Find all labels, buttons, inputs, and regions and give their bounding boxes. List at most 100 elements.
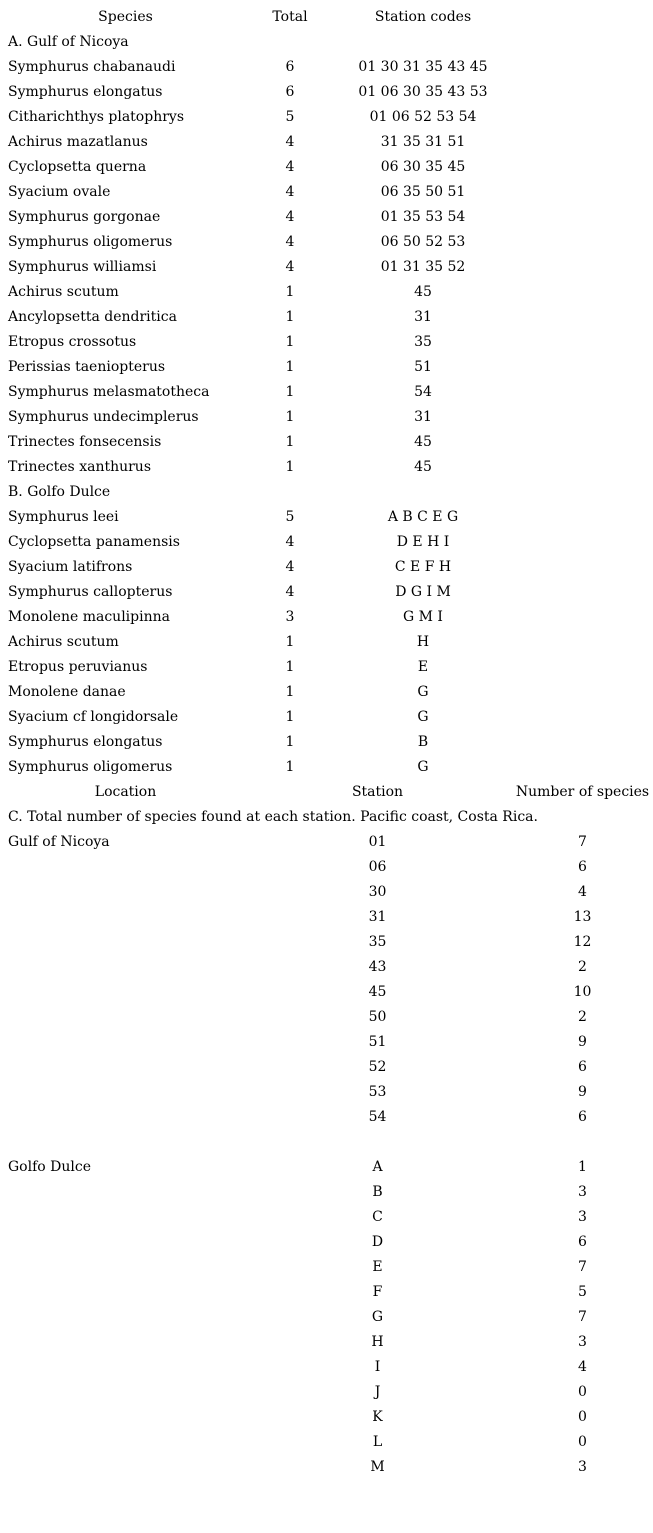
species-total: 1 bbox=[285, 434, 295, 450]
station-code: L bbox=[372, 1434, 383, 1450]
species-station-codes: 06 50 52 53 bbox=[380, 234, 466, 250]
species-station-codes: C E F H bbox=[394, 559, 452, 575]
species-total: 5 bbox=[285, 509, 295, 525]
species-count: 2 bbox=[578, 959, 587, 975]
species-name: Citharichthys platophrys bbox=[8, 109, 184, 125]
spacer-row bbox=[0, 1130, 653, 1155]
species-count: 0 bbox=[578, 1384, 587, 1400]
station-row: 50 2 bbox=[0, 1005, 653, 1030]
section-title-row: B. Golfo Dulce bbox=[0, 480, 653, 505]
species-station-codes: G bbox=[417, 684, 429, 700]
species-name: Monolene danae bbox=[8, 684, 126, 700]
species-row: Symphurus oligomerus 4 06 50 52 53 bbox=[0, 230, 653, 255]
station-code: F bbox=[372, 1284, 383, 1300]
total-column-header: Total bbox=[272, 9, 308, 25]
species-station-codes: 54 bbox=[414, 384, 432, 400]
species-count: 4 bbox=[578, 884, 587, 900]
species-count: 3 bbox=[578, 1209, 587, 1225]
species-row: Trinectes fonsecensis 1 45 bbox=[0, 430, 653, 455]
species-station-codes: 01 35 53 54 bbox=[380, 209, 466, 225]
station-code: 45 bbox=[368, 984, 387, 1000]
species-count: 12 bbox=[573, 934, 592, 950]
species-row: Symphurus williamsi 4 01 31 35 52 bbox=[0, 255, 653, 280]
species-count: 13 bbox=[573, 909, 592, 925]
station-code: 30 bbox=[368, 884, 387, 900]
species-name: Symphurus oligomerus bbox=[8, 759, 173, 775]
species-name: Symphurus leei bbox=[8, 509, 119, 525]
species-total: 6 bbox=[285, 84, 295, 100]
species-station-codes: 01 30 31 35 43 45 bbox=[358, 59, 488, 75]
station-code: M bbox=[370, 1459, 385, 1475]
species-row: Cyclopsetta panamensis 4 D E H I bbox=[0, 530, 653, 555]
species-name: Syacium latifrons bbox=[8, 559, 133, 575]
species-total: 4 bbox=[285, 134, 295, 150]
species-row: Etropus peruvianus 1 E bbox=[0, 655, 653, 680]
species-name: Symphurus undecimplerus bbox=[8, 409, 199, 425]
species-total: 1 bbox=[285, 309, 295, 325]
station-row: 52 6 bbox=[0, 1055, 653, 1080]
section-title-row: A. Gulf of Nicoya bbox=[0, 30, 653, 55]
species-row: Cyclopsetta querna 4 06 30 35 45 bbox=[0, 155, 653, 180]
species-row: Trinectes xanthurus 1 45 bbox=[0, 455, 653, 480]
species-table-header-row: Species Total Station codes bbox=[0, 5, 653, 30]
species-station-codes: 45 bbox=[414, 459, 432, 475]
species-row: Ancylopsetta dendritica 1 31 bbox=[0, 305, 653, 330]
station-code: J bbox=[374, 1384, 381, 1400]
species-station-codes: G bbox=[417, 759, 429, 775]
station-row: Golfo Dulce A 1 bbox=[0, 1155, 653, 1180]
station-row: 30 4 bbox=[0, 880, 653, 905]
species-station-codes: H bbox=[416, 634, 430, 650]
species-table-body: A. Gulf of Nicoya Symphurus chabanaudi 6 01… bbox=[0, 30, 653, 780]
species-count: 1 bbox=[578, 1159, 587, 1175]
station-row: 51 9 bbox=[0, 1030, 653, 1055]
species-station-codes: G M I bbox=[403, 609, 443, 625]
station-row: 45 10 bbox=[0, 980, 653, 1005]
station-code: 53 bbox=[368, 1084, 387, 1100]
species-count: 9 bbox=[578, 1034, 587, 1050]
station-code: D bbox=[371, 1234, 384, 1250]
species-total: 4 bbox=[285, 234, 295, 250]
species-total: 5 bbox=[285, 109, 295, 125]
species-count: 6 bbox=[578, 859, 587, 875]
station-code: 06 bbox=[368, 859, 387, 875]
species-row: Monolene danae 1 G bbox=[0, 680, 653, 705]
species-name: Symphurus gorgonae bbox=[8, 209, 161, 225]
species-name: Perissias taeniopterus bbox=[8, 359, 166, 375]
station-code: 50 bbox=[368, 1009, 387, 1025]
species-row: Syacium latifrons 4 C E F H bbox=[0, 555, 653, 580]
species-total: 1 bbox=[285, 684, 295, 700]
location-column-header: Location bbox=[94, 784, 157, 800]
species-station-codes: 31 bbox=[414, 409, 432, 425]
species-total: 1 bbox=[285, 409, 295, 425]
species-total: 6 bbox=[285, 59, 295, 75]
species-station-codes: 31 bbox=[414, 309, 432, 325]
species-station-codes: 01 06 52 53 54 bbox=[369, 109, 477, 125]
species-name: Symphurus elongatus bbox=[8, 84, 163, 100]
species-total: 1 bbox=[285, 709, 295, 725]
species-total: 4 bbox=[285, 559, 295, 575]
species-count: 3 bbox=[578, 1334, 587, 1350]
station-code: I bbox=[374, 1359, 381, 1375]
species-count: 2 bbox=[578, 1009, 587, 1025]
species-name: Symphurus chabanaudi bbox=[8, 59, 176, 75]
section-title: B. Golfo Dulce bbox=[8, 484, 111, 500]
species-total: 4 bbox=[285, 159, 295, 175]
species-name: Symphurus williamsi bbox=[8, 259, 157, 275]
station-row: 54 6 bbox=[0, 1105, 653, 1130]
species-row: Monolene maculipinna 3 G M I bbox=[0, 605, 653, 630]
station-code: G bbox=[371, 1309, 384, 1325]
species-station-codes: B bbox=[417, 734, 429, 750]
section-title: A. Gulf of Nicoya bbox=[8, 34, 129, 50]
species-count: 0 bbox=[578, 1409, 587, 1425]
species-total: 4 bbox=[285, 184, 295, 200]
species-total: 1 bbox=[285, 634, 295, 650]
species-name: Ancylopsetta dendritica bbox=[8, 309, 177, 325]
species-count: 7 bbox=[578, 1259, 587, 1275]
species-name: Trinectes xanthurus bbox=[8, 459, 152, 475]
